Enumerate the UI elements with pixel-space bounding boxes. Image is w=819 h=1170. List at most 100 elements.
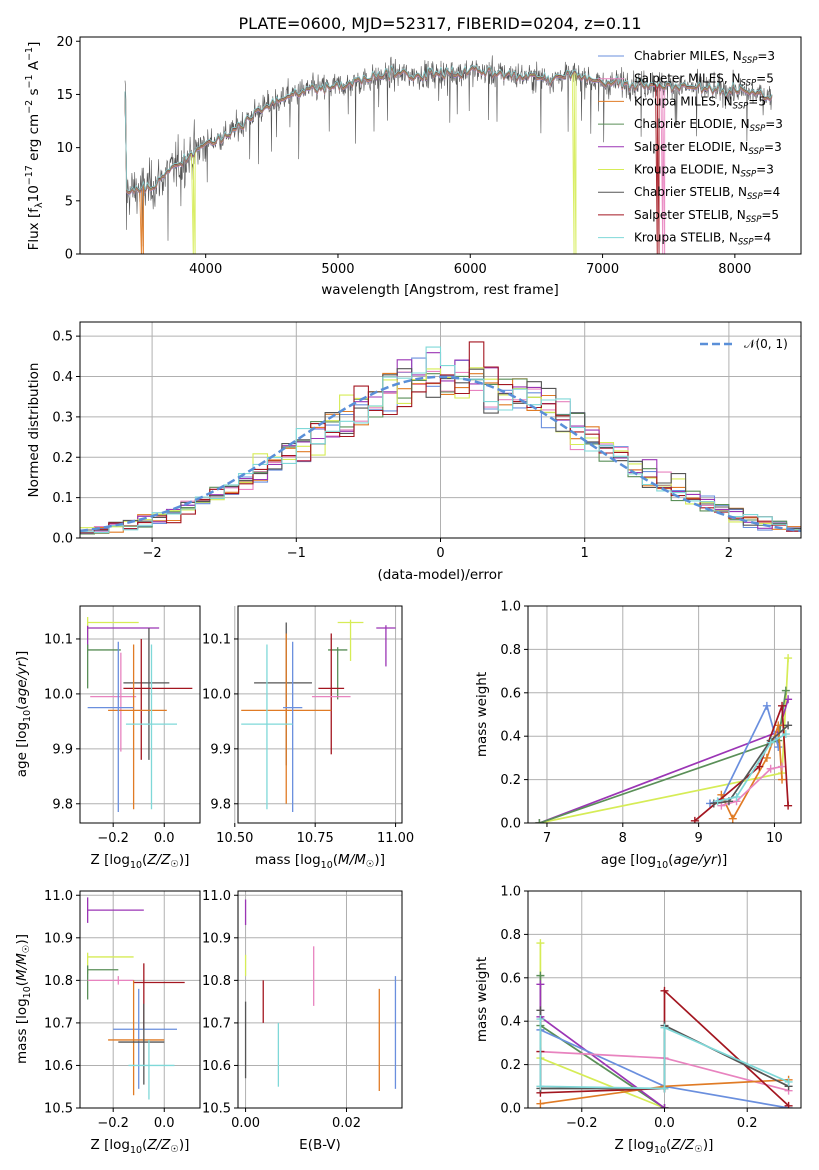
plot-area [536,939,793,1108]
weight-vs-age-axes: 7 8 9 10 0.0 0.2 0.4 0.6 0.8 1.0 [500,600,802,846]
errorbar-point [90,652,137,752]
x-tick-label: 0.0 [154,831,175,846]
y-tick-label: 0.6 [500,686,521,701]
errorbar-point [241,633,332,804]
y-tick-label: 11.0 [202,889,231,904]
y-tick-label: 0.4 [500,730,521,745]
errorbar-point [337,619,364,661]
plus-marker [536,971,545,980]
x-axis-label: wavelength [Angstrom, rest frame] [321,282,559,298]
legend-label: Kroupa ELODIE, NSSP=3 [634,163,774,180]
y-tick-label: 11.0 [44,889,73,904]
legend-label: Kroupa MILES, NSSP=5 [634,94,766,111]
x-tick-label: 9 [694,831,702,846]
plus-marker [536,1099,545,1108]
errorbar-point [133,963,185,1030]
x-axis-label: (data-model)/error [377,567,503,583]
plus-marker [784,721,793,730]
plus-marker [535,819,544,823]
x-tick-label: 1 [581,546,589,561]
errorbar-point [87,976,134,985]
x-tick-label: 4000 [189,262,222,277]
mass-vs-ebv-axes: 0.00 0.02 10.5 10.6 10.7 10.8 10.9 11.0 [202,889,403,1131]
weight-vs-z-axes: −0.2 0.0 0.2 0.0 0.2 0.4 0.6 0.8 1.0 [500,885,802,1131]
x-tick-label: 6000 [454,262,487,277]
plus-marker [778,775,787,784]
x-tick-label: −0.2 [97,1116,129,1131]
axes-frame [79,890,201,1109]
legend-label: Chabrier ELODIE, NSSP=3 [634,117,783,134]
x-tick-label: 10.50 [216,831,253,846]
y-tick-label: 0.3 [52,410,73,425]
y-tick-label: 10.6 [44,1059,73,1074]
y-tick-label: 1.0 [500,600,521,615]
y-tick-label: 0.8 [500,928,521,943]
spectrum-model-line [124,64,773,192]
y-tick-label: 5 [65,194,73,209]
plot-area [80,341,801,535]
y-tick-label: 0.1 [52,491,73,506]
errorbar-point [108,980,165,1096]
plus-marker [660,1104,669,1108]
y-tick-label: 0.2 [52,451,73,466]
plus-marker [660,986,669,995]
y-tick-label: 0.0 [500,817,521,832]
plus-marker [762,753,771,762]
weight-series-line [539,699,789,823]
legend-label: Salpeter MILES, NSSP=5 [634,72,774,89]
x-axis-label: E(B-V) [299,1137,341,1153]
x-tick-label: −0.2 [566,1116,598,1131]
plus-marker [784,801,793,810]
x-tick-label: 0.00 [231,1116,260,1131]
plot-area [535,654,793,823]
weight-series-line [694,705,789,822]
y-tick-label: 15 [56,88,73,103]
histogram-series [80,368,801,534]
legend-label: Chabrier MILES, NSSP=3 [634,49,775,66]
x-tick-label: 11.00 [377,831,414,846]
x-tick-label: 0.0 [154,1116,175,1131]
plus-marker [778,701,787,710]
legend-label: Salpeter STELIB, NSSP=5 [634,208,779,225]
plus-marker [660,1084,669,1093]
y-tick-label: 9.9 [52,742,73,757]
legend-label: Kroupa STELIB, NSSP=4 [634,231,771,248]
y-axis-label: mass [log10(M/M☉)] [14,934,33,1064]
plus-marker [784,1101,793,1108]
y-tick-label: 0 [65,248,73,263]
errorbar-point [118,1003,165,1085]
x-axis-label: mass [log10(M/M☉)] [255,852,385,871]
axes-frame [237,605,403,824]
weight-series-line [539,943,665,1108]
errorbar-point [376,625,396,667]
errorbar-point [123,638,193,760]
x-tick-label: −2 [143,546,162,561]
axes-frame [237,890,403,1109]
errorbar-point [318,633,345,755]
weight-series-line [713,724,789,805]
errorbar-point [87,641,134,813]
plus-marker [784,1077,793,1086]
plus-marker [774,743,783,752]
x-tick-label: 0.02 [332,1116,361,1131]
plus-marker [784,654,793,663]
plus-marker [536,1006,545,1015]
y-tick-label: 0.5 [52,330,73,345]
errorbar-point [113,988,178,1089]
y-tick-label: 0.0 [52,532,73,547]
plus-marker [762,701,771,710]
y-tick-label: 10.5 [44,1102,73,1117]
plot-area [87,616,193,813]
y-tick-label: 10.9 [202,931,231,946]
y-tick-label: 10.7 [202,1016,231,1031]
y-tick-label: 9.9 [210,742,231,757]
legend-label: Salpeter ELODIE, NSSP=3 [634,140,782,157]
y-axis-label: mass weight [474,672,490,757]
errorbar-point [108,644,167,810]
y-tick-label: 10.5 [202,1102,231,1117]
y-tick-label: 0.4 [500,1015,521,1030]
y-tick-label: 10.7 [44,1016,73,1031]
x-tick-label: 7000 [586,262,619,277]
residuals-axes: −2 −1 0 1 2 0.0 0.1 0.2 0.3 0.4 0.5 [52,321,802,561]
y-tick-label: 0.4 [52,370,73,385]
